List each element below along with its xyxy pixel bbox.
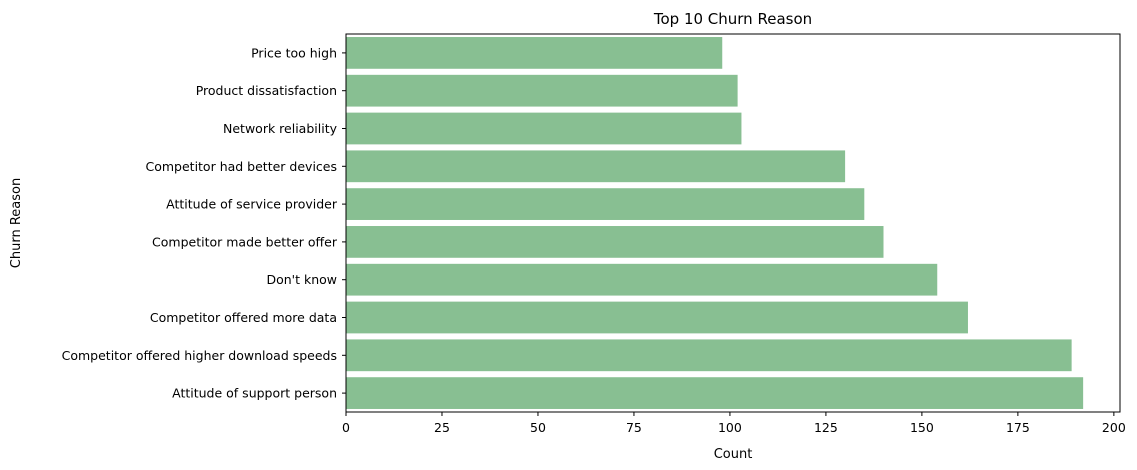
x-axis-label: Count (714, 447, 753, 462)
x-tick-label: 75 (626, 420, 642, 435)
plot-frame (345, 33, 1121, 413)
bar-6 (346, 226, 884, 258)
x-tick-label: 200 (1102, 420, 1126, 435)
x-tick-label: 0 (342, 420, 350, 435)
y-ticks-group: Price too high Product dissatisfaction Net… (62, 45, 346, 401)
x-tick-label: 25 (434, 420, 450, 435)
y-tick-label: Attitude of service provider (166, 197, 338, 212)
x-tick-label: 100 (718, 420, 742, 435)
y-axis-label: Churn Reason (9, 178, 24, 268)
bar-3 (346, 112, 742, 145)
bar-5 (346, 188, 865, 220)
bar-4 (346, 150, 846, 183)
x-tick-label: 175 (1006, 420, 1030, 435)
y-tick-label: Competitor offered more data (150, 310, 337, 325)
y-tick-label: Competitor made better offer (152, 234, 338, 249)
bar-7 (346, 263, 938, 296)
y-tick-label: Attitude of support person (172, 386, 337, 401)
x-tick-label: 125 (814, 420, 838, 435)
bar-1 (346, 37, 723, 69)
bar-10 (346, 377, 1084, 409)
y-tick-label: Competitor had better devices (145, 159, 337, 174)
x-tick-label: 50 (530, 420, 546, 435)
y-tick-label: Product dissatisfaction (196, 83, 337, 98)
y-tick-label: Competitor offered higher download speed… (62, 348, 337, 363)
y-tick-label: Network reliability (223, 121, 338, 136)
bar-2 (346, 74, 738, 107)
x-ticks-group: 0 25 50 75 100 125 150 175 200 (342, 412, 1126, 435)
x-tick-label: 150 (910, 420, 934, 435)
bars-group (346, 37, 1084, 409)
y-tick-label: Don't know (266, 272, 337, 287)
bar-9 (346, 339, 1072, 372)
chart-title: Top 10 Churn Reason (653, 10, 812, 28)
bar-8 (346, 301, 968, 334)
y-tick-label: Price too high (251, 45, 337, 60)
